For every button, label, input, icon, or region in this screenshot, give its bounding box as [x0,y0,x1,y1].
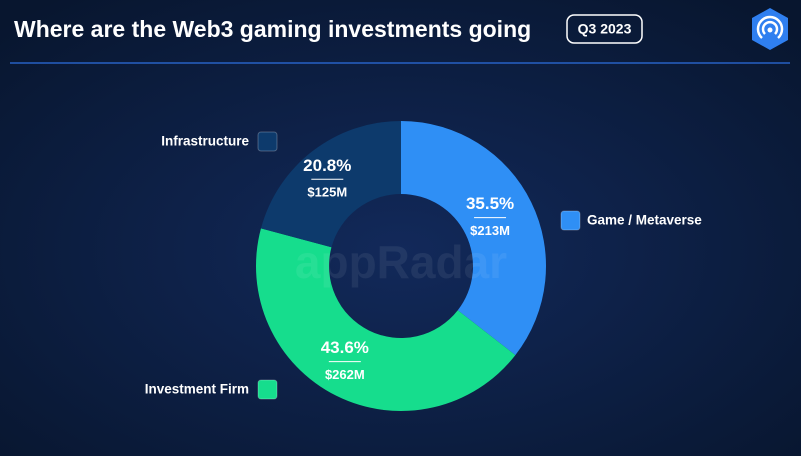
donut-segment [401,121,547,356]
legend-swatch [257,131,278,152]
badge: Q3 2023 [578,21,632,37]
legend-swatch [560,210,581,231]
value-label: 43.6% [321,338,369,357]
value-label: 20.8% [303,156,351,175]
legend-label: Investment Firm [145,382,249,397]
donut-segment [255,228,516,412]
legend-swatch [257,379,278,400]
amount-label: $262M [325,367,365,382]
plot: appRadar 35.5% $213M Game / Metaverse 43.6% $… [145,121,702,412]
badge-frame [566,14,643,44]
logo [752,8,788,50]
chart-title: Where are the Web3 gaming investments go… [14,16,531,42]
donut-segment [260,121,401,248]
value-label: 35.5% [466,194,514,213]
legend-label: Infrastructure [161,134,249,149]
amount-label: $125M [307,185,347,200]
watermark: appRadar [295,236,507,288]
legend-label: Game / Metaverse [587,213,702,228]
amount-label: $213M [470,223,510,238]
